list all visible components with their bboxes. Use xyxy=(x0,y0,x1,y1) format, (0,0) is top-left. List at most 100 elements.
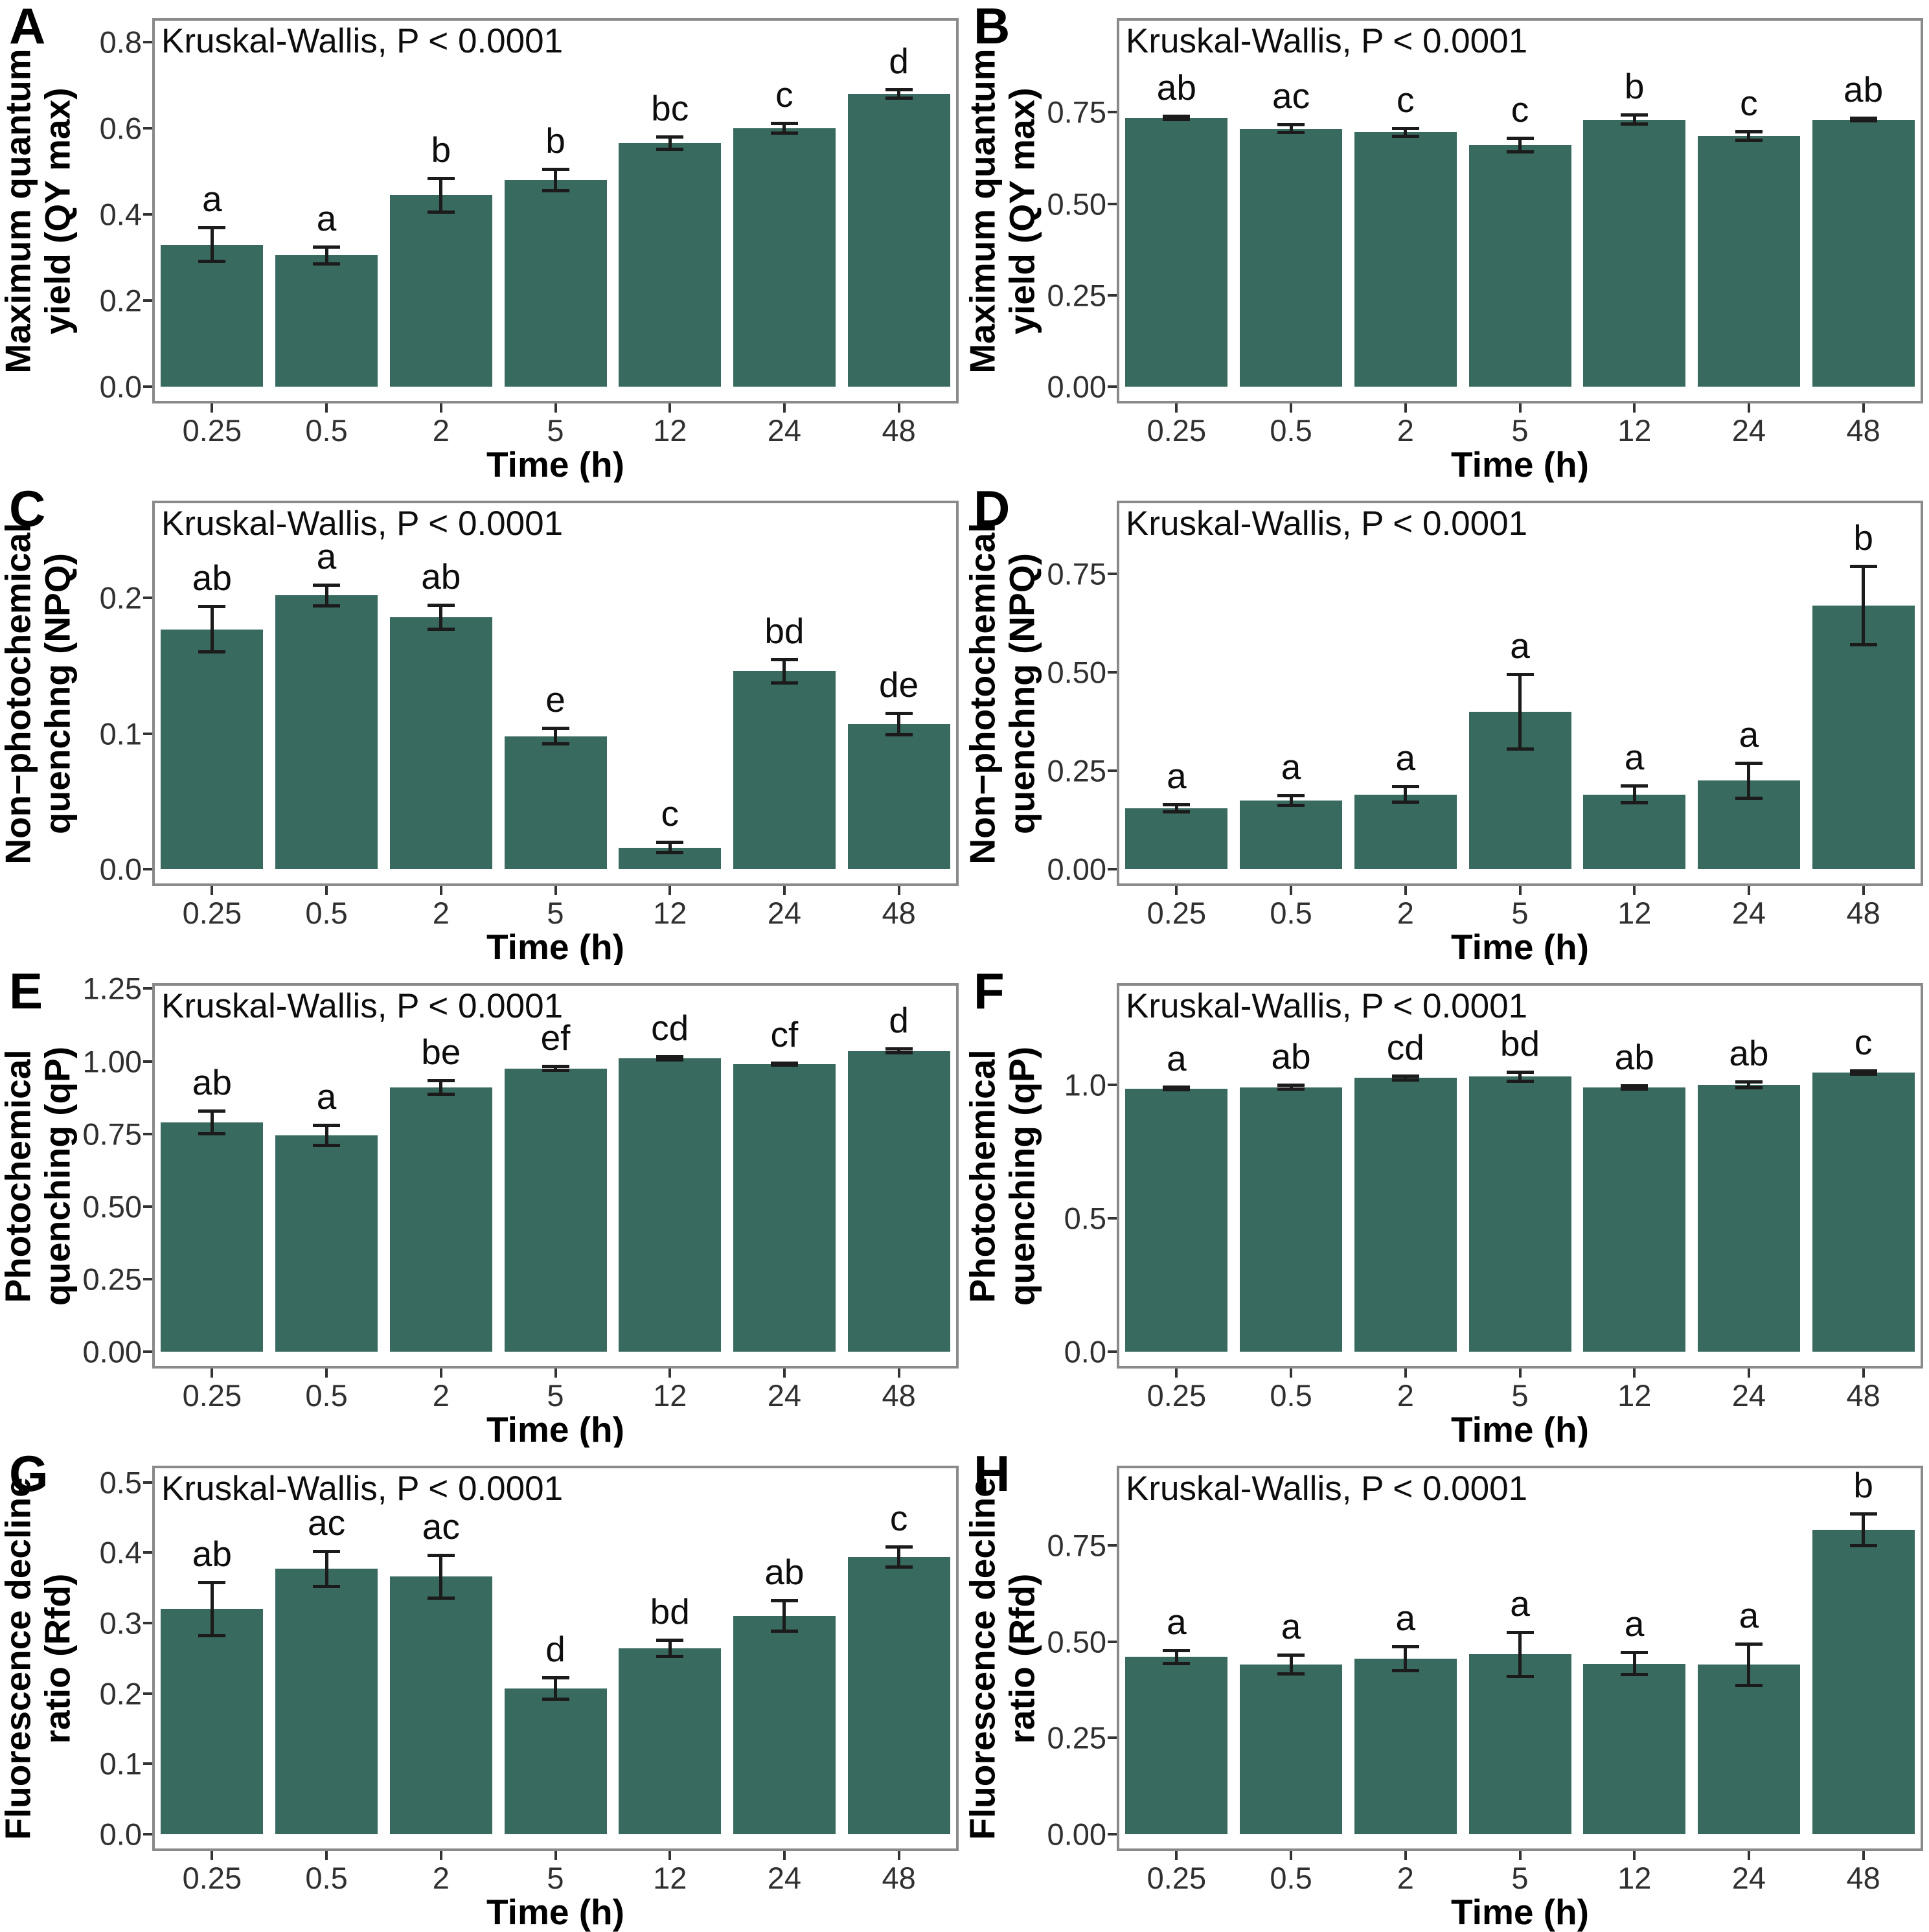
y-tick-label: 0.0 xyxy=(99,369,142,404)
x-tick-label: 0.25 xyxy=(182,896,242,930)
error-bar-cap-bottom xyxy=(1163,117,1191,121)
y-tick-label: 0.5 xyxy=(99,1465,142,1500)
sig-letter: be xyxy=(421,1031,461,1072)
error-bar-line xyxy=(1632,115,1636,124)
bar xyxy=(619,143,722,387)
x-tick-mark xyxy=(897,403,900,413)
error-bar-line xyxy=(554,1066,557,1071)
error-bar-line xyxy=(439,1554,443,1598)
bar xyxy=(847,724,950,869)
sig-letter: ab xyxy=(1729,1032,1769,1073)
error-bar-cap-bottom xyxy=(885,733,913,736)
sig-letter: bc xyxy=(651,88,689,129)
x-tick-mark xyxy=(1290,1369,1293,1378)
y-tick-mark xyxy=(143,1277,152,1280)
sig-letter: ab xyxy=(1614,1036,1654,1077)
error-bar-cap-top xyxy=(1506,136,1534,140)
panel-F: F Photochemical quenching (qP) Kruskal-Wal… xyxy=(963,963,1929,1448)
bar xyxy=(1125,117,1228,387)
x-tick-mark xyxy=(1747,1851,1750,1860)
error-bar-line xyxy=(1747,762,1751,799)
sig-letter: a xyxy=(1395,738,1416,778)
error-bar-cap-bottom xyxy=(427,1093,455,1097)
sig-letter: a xyxy=(1281,1606,1301,1647)
error-bar-line xyxy=(1632,786,1636,803)
error-bar-cap-top xyxy=(1621,1084,1649,1087)
sig-letter: a xyxy=(1510,1583,1530,1624)
sig-letter: c xyxy=(1854,1021,1873,1062)
sig-letter: ac xyxy=(308,1503,346,1543)
bar xyxy=(161,244,264,387)
x-tick-mark xyxy=(668,886,672,895)
sig-letter: cd xyxy=(651,1008,689,1049)
error-bar-line xyxy=(1404,786,1408,802)
error-bar-cap-top xyxy=(1849,1512,1877,1516)
y-tick-mark xyxy=(1108,1543,1117,1547)
error-bar-line xyxy=(210,606,214,653)
bar xyxy=(1354,132,1457,387)
bar xyxy=(1697,135,1800,387)
x-tick-mark xyxy=(439,1369,442,1378)
error-bar-cap-bottom xyxy=(542,1069,569,1073)
error-bar-line xyxy=(210,227,214,262)
stat-annotation: Kruskal-Wallis, P < 0.0001 xyxy=(161,505,564,543)
error-bar-cap-bottom xyxy=(313,604,341,608)
bar xyxy=(847,1051,950,1352)
x-tick-label: 48 xyxy=(1846,413,1880,448)
bar xyxy=(161,1122,264,1352)
error-bar-cap-top xyxy=(656,841,684,845)
error-bar-line xyxy=(325,1551,328,1587)
error-bar-cap-bottom xyxy=(1735,1684,1763,1688)
bar xyxy=(619,1058,722,1352)
x-tick-mark xyxy=(1290,403,1293,413)
y-tick-mark xyxy=(143,1060,152,1063)
error-bar-cap-top xyxy=(1277,1084,1305,1087)
panel-letter: B xyxy=(974,0,1010,54)
error-bar-line xyxy=(439,604,443,630)
bar xyxy=(1468,1654,1571,1834)
error-bar-line xyxy=(1404,128,1408,137)
y-tick-label: 0.6 xyxy=(99,111,142,146)
error-bar-line xyxy=(782,659,786,684)
error-bar-cap-bottom xyxy=(1849,642,1877,646)
plot-area: Kruskal-Wallis, P < 0.0001 ab ac c c b c ab xyxy=(1117,18,1923,403)
error-bar-cap-top xyxy=(770,1599,798,1603)
x-tick-mark xyxy=(897,1369,900,1378)
bar xyxy=(1240,1087,1343,1352)
error-bar-cap-top xyxy=(1391,785,1419,789)
bar xyxy=(389,1087,492,1352)
error-bar-line xyxy=(1632,1652,1636,1676)
error-bar-line xyxy=(782,123,786,134)
x-tick-mark xyxy=(668,403,672,413)
y-tick-mark xyxy=(1108,868,1117,870)
error-bar-cap-bottom xyxy=(1391,1669,1419,1673)
error-bar-cap-bottom xyxy=(1163,1088,1191,1092)
sig-letter: a xyxy=(1624,1603,1645,1644)
bar xyxy=(504,1068,607,1352)
x-tick-label: 5 xyxy=(547,896,564,930)
x-tick-label: 24 xyxy=(1731,1861,1766,1895)
x-tick-label: 2 xyxy=(1397,413,1414,448)
x-tick-label: 0.5 xyxy=(305,1861,348,1895)
x-tick-label: 0.5 xyxy=(305,896,348,930)
sig-letter: d xyxy=(889,41,909,82)
bar xyxy=(1812,119,1915,387)
x-axis-title: Time (h) xyxy=(1451,444,1589,484)
sig-letter: c xyxy=(661,793,679,834)
error-bar-line xyxy=(1862,566,1866,645)
y-tick-mark xyxy=(143,868,152,870)
error-bar-line xyxy=(325,1125,328,1146)
y-tick-label: 0.50 xyxy=(82,1189,142,1224)
error-bar-line xyxy=(1862,1514,1866,1547)
error-bar-cap-bottom xyxy=(1391,135,1419,139)
x-tick-label: 2 xyxy=(1397,896,1414,930)
y-tick-mark xyxy=(143,41,152,44)
y-tick-label: 1.00 xyxy=(82,1044,142,1079)
error-bar-cap-bottom xyxy=(1391,800,1419,804)
plot-area: Kruskal-Wallis, P < 0.0001 a a b b bc c d xyxy=(152,18,959,403)
sig-letter: bd xyxy=(650,1591,690,1632)
y-tick-mark xyxy=(143,1205,152,1208)
y-tick-mark xyxy=(143,213,152,216)
x-tick-label: 48 xyxy=(882,413,916,448)
error-bar-line xyxy=(897,89,901,98)
